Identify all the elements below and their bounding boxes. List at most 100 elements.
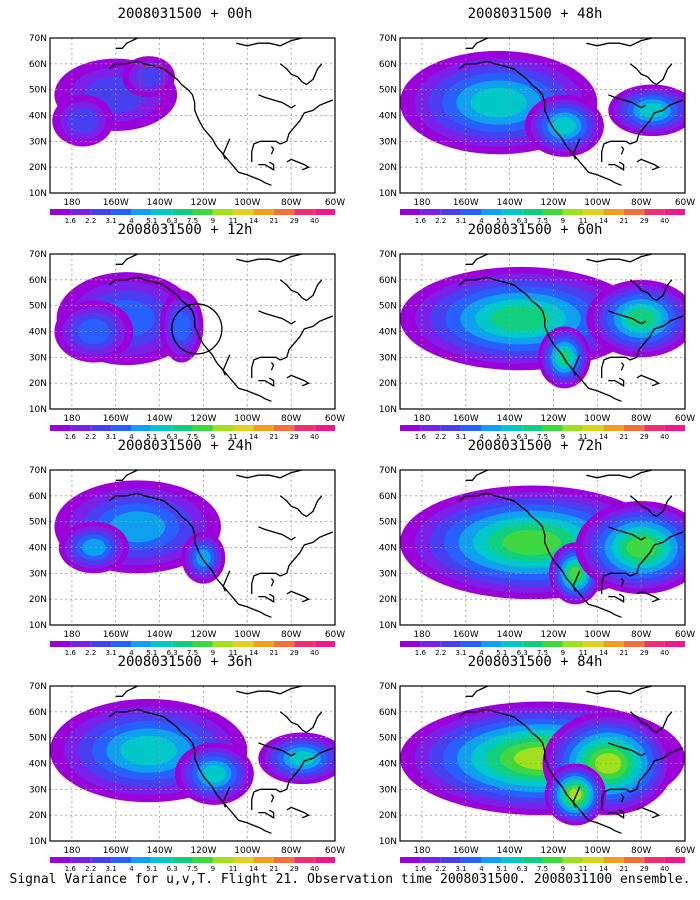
colorbar-label: 4	[479, 865, 484, 873]
lat-label: 30N	[29, 353, 47, 363]
coastline	[636, 158, 661, 171]
colorbar-swatch	[420, 857, 441, 863]
coastline	[108, 276, 272, 402]
lon-label: 100W	[234, 198, 260, 208]
colorbar-swatch	[644, 209, 665, 215]
coastline	[608, 526, 646, 541]
colorbar-swatch	[90, 641, 112, 647]
colorbar-swatch	[522, 209, 543, 215]
coastline	[586, 254, 653, 263]
coastline	[572, 786, 581, 808]
variance-contour	[82, 538, 106, 557]
colorbar-swatch	[400, 209, 421, 215]
lon-label: 100W	[234, 846, 260, 856]
coastline	[258, 593, 275, 603]
coastline	[108, 708, 272, 834]
panel-title: 2008031500 + 84h	[467, 654, 603, 670]
lon-label: 140W	[497, 630, 523, 640]
colorbar-label: 3.1	[456, 865, 467, 873]
colorbar-swatch	[644, 641, 665, 647]
colorbar-label: 3.1	[456, 649, 467, 657]
colorbar-label: 7.5	[187, 217, 198, 225]
colorbar-label: 5.1	[496, 217, 507, 225]
observation-box	[139, 65, 165, 109]
colorbar-swatch	[50, 425, 71, 431]
colorbar-label: 1.6	[65, 649, 77, 657]
colorbar-swatch	[172, 209, 193, 215]
colorbar-label: 21	[269, 433, 278, 441]
colorbar-swatch	[131, 641, 152, 647]
lon-label: 180	[413, 846, 430, 856]
variance-contour	[639, 102, 665, 118]
colorbar-label: 3.1	[106, 217, 117, 225]
lon-label: 120W	[190, 630, 216, 640]
colorbar-swatch	[420, 209, 441, 215]
variance-map: 70N 60N 50N 40N 30N 20N 10N 180 160W 140W 120W 100W…	[29, 466, 345, 657]
lat-label: 30N	[379, 785, 397, 795]
colorbar-swatch	[501, 209, 523, 215]
lat-label: 50N	[379, 302, 397, 312]
lon-label: 120W	[540, 198, 566, 208]
colorbar-swatch	[233, 857, 254, 863]
coastline	[258, 809, 275, 819]
lon-label: 180	[413, 414, 430, 424]
coastline	[258, 94, 296, 109]
colorbar-swatch	[664, 857, 685, 863]
colorbar-swatch	[111, 857, 132, 863]
colorbar-swatch	[50, 209, 71, 215]
colorbar-swatch	[420, 641, 441, 647]
colorbar-swatch	[400, 857, 421, 863]
colorbar-swatch	[233, 209, 254, 215]
lat-label: 40N	[379, 760, 397, 770]
coastline	[601, 99, 684, 162]
lon-label: 120W	[540, 414, 566, 424]
colorbar-label: 9	[561, 649, 565, 657]
colorbar-label: 14	[599, 217, 608, 225]
colorbar-label: 11	[229, 865, 238, 873]
lat-label: 60N	[379, 492, 397, 502]
lon-label: 100W	[234, 414, 260, 424]
colorbar-label: 29	[290, 649, 299, 657]
coastline	[458, 60, 622, 186]
colorbar-swatch	[70, 857, 91, 863]
lat-label: 70N	[379, 34, 397, 44]
coastline	[108, 492, 272, 618]
coastline	[236, 686, 303, 695]
colorbar-label: 4	[129, 217, 134, 225]
colorbar-swatch	[481, 641, 502, 647]
colorbar-label: 21	[619, 433, 628, 441]
variance-map: 70N 60N 50N 40N 30N 20N 10N 180 160W 140W 120W 100W…	[29, 250, 345, 441]
colorbar-label: 1.6	[65, 433, 77, 441]
colorbar-swatch	[192, 425, 213, 431]
lon-label: 160W	[103, 198, 129, 208]
colorbar-swatch	[522, 641, 543, 647]
coastline	[608, 809, 625, 819]
lat-label: 50N	[29, 734, 47, 744]
variance-map: 70N 60N 50N 40N 30N 20N 10N 180 160W 140W 120W 100W…	[29, 682, 345, 873]
colorbar-label: 5.1	[146, 433, 157, 441]
colorbar-label: 14	[249, 649, 258, 657]
coastline	[608, 377, 625, 387]
lon-label: 140W	[497, 198, 523, 208]
lon-label: 140W	[147, 198, 173, 208]
colorbar-label: 9	[211, 865, 215, 873]
colorbar-label: 2.2	[435, 217, 446, 225]
colorbar-label: 5.1	[496, 433, 507, 441]
colorbar-label: 14	[599, 649, 608, 657]
colorbar-label: 21	[269, 649, 278, 657]
lat-label: 30N	[29, 785, 47, 795]
colorbar-swatch	[461, 425, 482, 431]
coastline	[620, 578, 625, 587]
coastline	[465, 686, 488, 697]
colorbar-label: 2.2	[85, 865, 96, 873]
lon-label: 160W	[103, 846, 129, 856]
lat-label: 60N	[379, 60, 397, 70]
coastline	[636, 590, 661, 603]
colorbar-swatch	[151, 425, 173, 431]
colorbar-label: 29	[640, 433, 649, 441]
colorbar-swatch	[562, 857, 584, 863]
colorbar-label: 14	[249, 217, 258, 225]
lon-label: 60W	[325, 414, 345, 424]
coastline	[586, 686, 653, 695]
lon-label: 120W	[190, 198, 216, 208]
